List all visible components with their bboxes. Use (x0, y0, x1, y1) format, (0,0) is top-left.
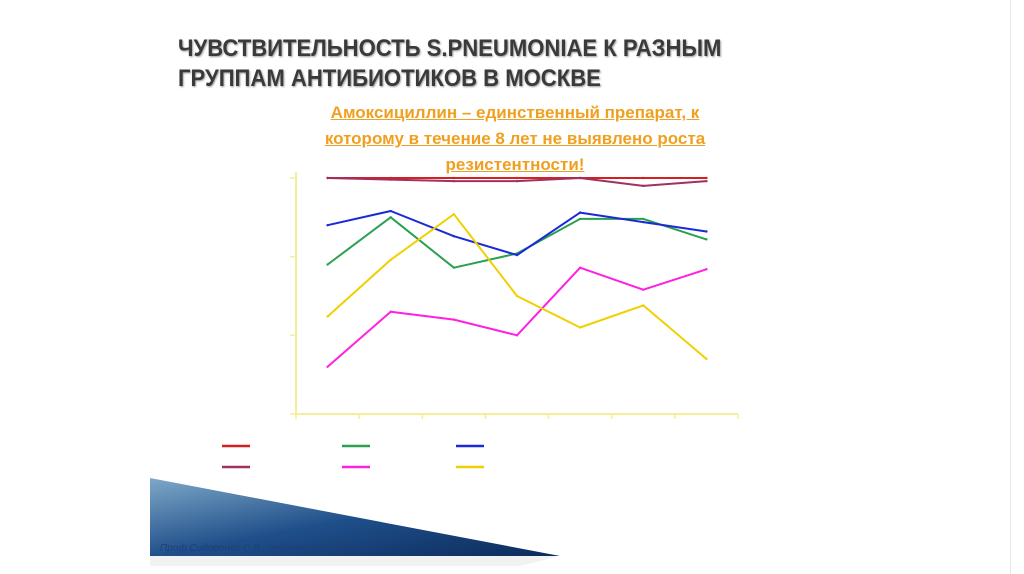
data-point (452, 179, 456, 183)
data-point (326, 176, 329, 180)
slide-title: ЧУВСТВИТЕЛЬНОСТЬ S.PNEUMONIAE К РАЗНЫМ Г… (178, 34, 767, 94)
data-point (642, 304, 645, 307)
data-point (326, 365, 329, 368)
data-point (705, 179, 708, 183)
data-point (515, 334, 519, 337)
data-point (642, 184, 645, 188)
data-point (326, 263, 329, 266)
callout-text: Амоксициллин – единственный препарат, к … (270, 100, 760, 178)
data-point (389, 209, 392, 213)
callout-line-3: резистентности! (445, 155, 585, 174)
callout-line-1: Амоксициллин – единственный препарат, к (330, 103, 700, 122)
data-point (705, 238, 708, 241)
data-point (326, 315, 329, 318)
data-point (515, 294, 519, 298)
data-point (452, 266, 456, 269)
data-point (578, 326, 582, 329)
data-point (515, 176, 519, 180)
slide-edge-divider (1010, 0, 1011, 574)
data-point (389, 310, 392, 313)
data-point (642, 217, 645, 221)
data-point (578, 217, 582, 221)
data-point (452, 212, 456, 216)
chart-legend (222, 444, 484, 469)
data-point (705, 357, 708, 361)
data-point (515, 179, 519, 183)
data-point (705, 230, 708, 233)
data-point (515, 253, 519, 257)
data-point (705, 268, 708, 271)
data-point (642, 220, 645, 224)
data-point (389, 216, 392, 219)
data-point (578, 266, 582, 269)
data-point (452, 235, 456, 238)
data-point (326, 224, 329, 227)
chart-series (326, 176, 708, 368)
slide-title-line-2: ГРУППАМ АНТИБИОТИКОВ В МОСКВЕ (178, 65, 601, 92)
data-point (578, 211, 582, 214)
chart-axes (290, 172, 739, 419)
data-point (452, 318, 456, 321)
data-point (389, 258, 392, 262)
data-point (389, 178, 392, 181)
slide-title-line-1: ЧУВСТВИТЕЛЬНОСТЬ S.PNEUMONIAE К РАЗНЫМ (178, 35, 722, 62)
data-point (642, 288, 645, 291)
data-point (578, 176, 582, 180)
callout-line-2: которому в течение 8 лет не выявлено рос… (324, 129, 706, 148)
data-point (705, 176, 708, 180)
footer-credit: Проф Сидоренко С.В., собственные данные (160, 543, 370, 554)
data-point (452, 176, 456, 180)
data-point (642, 176, 645, 180)
